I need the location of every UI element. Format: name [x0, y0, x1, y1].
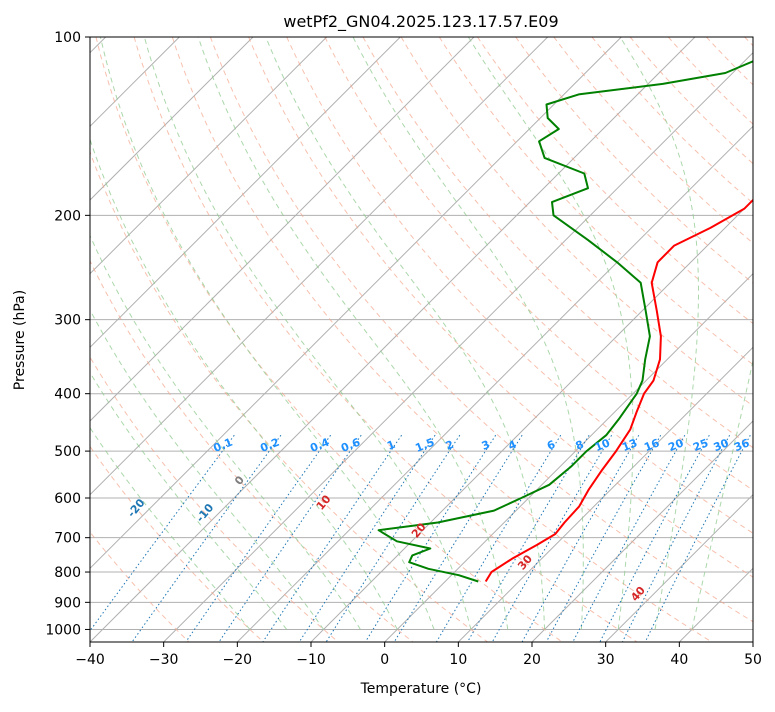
dry-adiabat-label: 40 — [628, 584, 648, 604]
x-tick-label: −20 — [223, 652, 253, 668]
mixing-ratio-label: 6 — [545, 438, 557, 453]
mixing-ratio-label: 2 — [444, 438, 456, 453]
dry-adiabat-line — [0, 37, 264, 642]
dry-adiabat-line — [516, 37, 775, 642]
mixing-ratio-line — [365, 435, 495, 642]
y-tick-label: 900 — [54, 595, 81, 611]
x-axis-label: Temperature (°C) — [360, 681, 482, 697]
dry-adiabat-line — [210, 37, 775, 642]
dry-adiabat-line — [745, 37, 775, 642]
isotherm-line — [0, 37, 474, 642]
mixing-ratio-label: 3 — [480, 438, 492, 453]
mixing-ratio-line — [132, 435, 281, 642]
mixing-ratio-label: 1 — [385, 438, 397, 453]
x-tick-label: 30 — [597, 652, 615, 668]
mixing-ratio-line — [436, 435, 560, 642]
dry-adiabat-line — [134, 37, 637, 642]
mixing-ratio-line — [522, 435, 639, 642]
y-tick-label: 800 — [54, 565, 81, 581]
y-tick-label: 500 — [54, 444, 81, 460]
moist-adiabat-line — [198, 37, 508, 629]
mixing-ratio-label: 4 — [506, 438, 518, 453]
moist-adiabat-line — [620, 37, 698, 629]
moist-adiabat-line — [100, 37, 434, 629]
isotherm-line — [532, 37, 775, 642]
isotherm-line — [679, 37, 775, 642]
mixing-ratio-line — [186, 435, 331, 642]
x-tick-label: 0 — [380, 652, 389, 668]
dry-adiabat-label: -40 — [0, 485, 12, 509]
moist-adiabat-line — [353, 37, 583, 629]
dry-adiabat-line — [554, 37, 775, 642]
y-tick-label: 1000 — [45, 622, 81, 638]
isotherm-line — [0, 37, 400, 642]
x-tick-label: 20 — [523, 652, 541, 668]
x-tick-label: 50 — [744, 652, 762, 668]
dry-adiabat-line — [706, 37, 775, 642]
x-tick-label: −10 — [296, 652, 326, 668]
mixing-ratio-label: 0.6 — [339, 435, 362, 454]
dry-adiabat-line — [96, 37, 562, 642]
mixing-ratio-line — [573, 435, 685, 642]
isotherm-line — [311, 37, 775, 642]
y-tick-label: 300 — [54, 313, 81, 329]
y-tick-label: 100 — [54, 30, 81, 46]
isotherm-line — [0, 37, 253, 642]
y-axis-label: Pressure (hPa) — [12, 290, 28, 390]
mixing-ratio-line — [492, 435, 611, 642]
y-tick-label: 200 — [54, 208, 81, 224]
moist-adiabat-line — [144, 37, 471, 629]
mixing-ratio-line — [600, 435, 709, 642]
isotherm-line — [753, 37, 775, 642]
x-tick-label: 10 — [449, 652, 467, 668]
dry-adiabat-line — [592, 37, 775, 642]
x-tick-label: −30 — [149, 652, 179, 668]
mixing-ratio-label: 0.1 — [212, 436, 235, 455]
moist-adiabat-line — [0, 37, 250, 629]
dry-adiabat-label: -20 — [125, 496, 148, 520]
moist-adiabat-line — [64, 37, 398, 629]
moist-adiabat-line — [692, 37, 775, 629]
moist-adiabat-line — [468, 37, 633, 629]
isotherm-line — [90, 37, 695, 642]
dry-adiabat-line — [668, 37, 775, 642]
y-tick-label: 700 — [54, 531, 81, 547]
isotherm-line — [237, 37, 775, 642]
mixing-ratio-line — [622, 435, 729, 642]
y-tick-label: 400 — [54, 387, 81, 403]
y-tick-label: 600 — [54, 491, 81, 507]
isotherm-line — [606, 37, 775, 642]
isotherm-line — [458, 37, 775, 642]
mixing-ratio-line — [263, 435, 402, 642]
mixing-ratio-line — [645, 435, 750, 642]
isotherm-line — [0, 37, 327, 642]
mixing-ratio-line — [546, 435, 660, 642]
isotherm-line — [164, 37, 769, 642]
x-tick-label: −40 — [75, 652, 105, 668]
background-grid — [0, 37, 775, 642]
mixing-ratio-label: 1.5 — [413, 436, 436, 455]
x-tick-label: 40 — [670, 652, 688, 668]
chart-title: wetPf2_GN04.2025.123.17.57.E09 — [283, 12, 558, 32]
dry-adiabat-line — [20, 37, 413, 642]
isotherm-line — [16, 37, 621, 642]
moist-adiabat-line — [0, 37, 287, 629]
dry-adiabat-line — [0, 37, 189, 642]
dry-adiabat-line — [0, 37, 338, 642]
